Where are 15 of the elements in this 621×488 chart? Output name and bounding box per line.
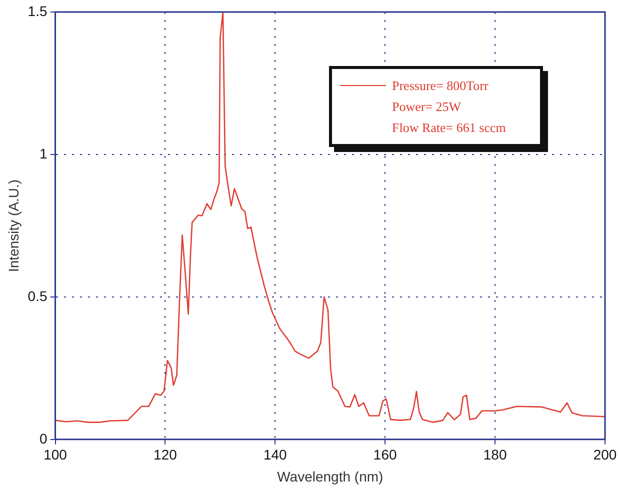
x-tick-label: 140: [263, 446, 288, 463]
y-tick-label: 0.5: [28, 288, 48, 304]
x-axis-title: Wavelength (nm): [277, 468, 384, 484]
x-tick-label: 100: [44, 446, 68, 463]
y-tick-label: 0: [39, 430, 48, 446]
x-tick-label: 200: [593, 446, 617, 463]
x-tick-label: 120: [154, 446, 178, 463]
annotation: Power= 25W: [391, 98, 462, 116]
annotation: Flow Rate= 661 sccm: [391, 119, 507, 137]
x-tick-label: 160: [373, 446, 397, 463]
x-tick-label: 180: [483, 446, 507, 463]
y-tick-label: 1.5: [28, 2, 48, 19]
y-axis-title: Intensity (A.U.): [5, 179, 22, 272]
y-tick-label: 1: [39, 145, 48, 162]
legend-label: Pressure= 800Torr: [392, 77, 488, 95]
